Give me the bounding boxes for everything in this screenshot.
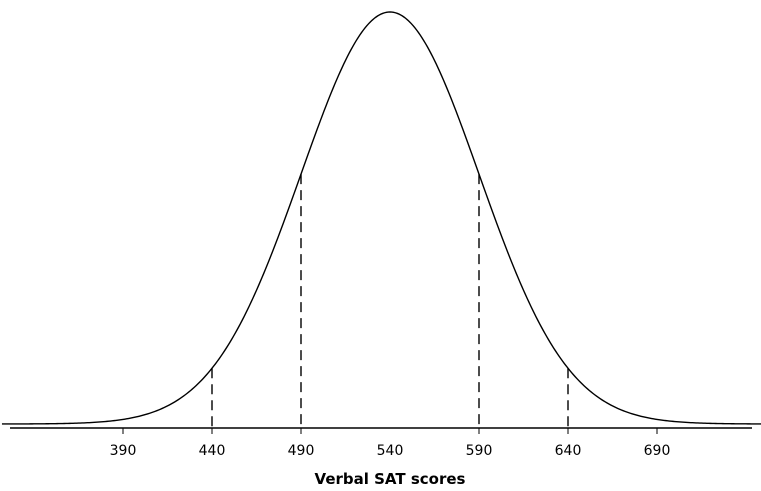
x-tick-label-390: 390 — [110, 443, 137, 459]
x-axis-title: Verbal SAT scores — [315, 470, 466, 488]
x-tick-label-590: 590 — [466, 443, 493, 459]
x-tick-label-690: 690 — [644, 443, 671, 459]
x-tick-label-490: 490 — [288, 443, 315, 459]
x-axis-tick-labels: 390 440 490 540 590 640 690 — [110, 443, 671, 459]
x-axis-ticks — [122, 428, 658, 434]
density-curve — [1, 11, 761, 425]
dashed-markers — [211, 174, 569, 428]
x-tick-label-640: 640 — [555, 443, 582, 459]
x-tick-label-540: 540 — [377, 443, 404, 459]
x-tick-label-440: 440 — [199, 443, 226, 459]
